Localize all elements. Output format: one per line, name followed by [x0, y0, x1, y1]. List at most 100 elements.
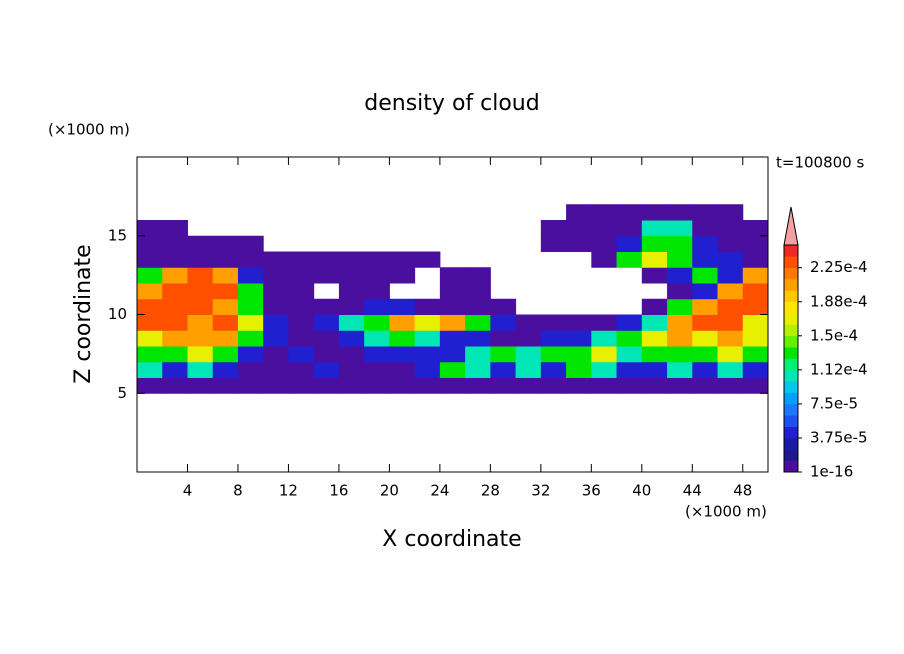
contour-cell — [465, 346, 491, 363]
x-tick-label: 36 — [582, 482, 601, 500]
contour-cell — [515, 314, 542, 331]
contour-cell — [364, 361, 390, 378]
contour-cell — [237, 235, 264, 252]
contour-cell — [212, 330, 239, 347]
contour-cell — [692, 361, 719, 378]
contour-cell — [616, 251, 643, 268]
x-tick-label: 40 — [632, 482, 651, 500]
colorbar-label: 1.88e-4 — [810, 292, 868, 310]
colorbar-label: 1.12e-4 — [810, 360, 868, 378]
colorbar-swatch — [784, 335, 798, 348]
contour-cell — [212, 298, 239, 315]
contour-cell — [263, 283, 289, 300]
colorbar-swatch — [784, 290, 798, 303]
contour-cell — [389, 267, 416, 284]
contour-cell — [490, 377, 517, 394]
contour-cell — [414, 377, 441, 394]
contour-cell — [717, 235, 744, 252]
contour-cell — [414, 346, 441, 363]
contour-cell — [742, 283, 769, 300]
contour-cell — [187, 314, 214, 331]
contour-cell — [338, 251, 365, 268]
contour-cell — [616, 314, 643, 331]
y-tick-label: 15 — [108, 226, 127, 244]
annotation: t=100800 s — [776, 154, 864, 172]
contour-cell — [591, 361, 618, 378]
contour-cell — [137, 346, 163, 363]
contour-cell — [212, 314, 239, 331]
contour-cell — [742, 298, 769, 315]
contour-cell — [237, 377, 264, 394]
contour-cell — [717, 330, 744, 347]
contour-cell — [187, 330, 214, 347]
contour-cell — [616, 235, 643, 252]
contour-cell — [641, 204, 668, 221]
contour-cell — [137, 361, 163, 378]
y-tick-label: 5 — [117, 384, 127, 402]
contour-cell — [465, 298, 491, 315]
contour-cell — [742, 330, 769, 347]
contour-cell — [162, 346, 188, 363]
contour-cell — [364, 283, 390, 300]
contour-cell — [338, 361, 365, 378]
contour-cell — [338, 377, 365, 394]
contour-cell — [439, 267, 466, 284]
contour-cell — [591, 251, 618, 268]
contour-cell — [641, 314, 668, 331]
contour-cell — [717, 251, 744, 268]
contour-cell — [717, 267, 744, 284]
colorbar-frame — [783, 244, 799, 473]
x-unit: (×1000 m) — [685, 503, 767, 521]
contour-cell — [490, 298, 517, 315]
y-unit: (×1000 m) — [48, 121, 130, 139]
colorbar-swatch — [784, 426, 798, 439]
contour-cell — [692, 267, 719, 284]
contour-cell — [439, 314, 466, 331]
contour-cell — [338, 283, 365, 300]
contour-cell — [313, 267, 340, 284]
colorbar-extend — [783, 206, 799, 246]
contour-cell — [591, 204, 618, 221]
contour-cell — [212, 361, 239, 378]
x-tick-label: 48 — [733, 482, 752, 500]
contour-cell — [742, 346, 769, 363]
contour-cell — [465, 361, 491, 378]
contour-cell — [288, 330, 315, 347]
contour-cell — [566, 204, 592, 221]
contour-cell — [591, 346, 618, 363]
x-tick-label: 20 — [380, 482, 399, 500]
colorbar-swatch — [784, 279, 798, 291]
contour-cell — [742, 377, 769, 394]
contour-cell — [641, 330, 668, 347]
contour-cell — [313, 346, 340, 363]
x-tick-label: 16 — [329, 482, 348, 500]
colorbar-swatch — [784, 415, 798, 427]
colorbar-swatch — [784, 256, 798, 268]
contour-cell — [338, 314, 365, 331]
contour-cell — [212, 251, 239, 268]
contour-cell — [288, 267, 315, 284]
contour-cell — [364, 314, 390, 331]
colorbar-swatch — [784, 347, 798, 359]
contour-cell — [237, 267, 264, 284]
contour-cell — [717, 361, 744, 378]
contour-cell — [692, 377, 719, 394]
contour-cell — [313, 361, 340, 378]
contour-cell — [540, 361, 567, 378]
contour-cell — [667, 235, 693, 252]
contour-cell — [566, 314, 592, 331]
contour-cell — [566, 330, 592, 347]
contour-cell — [162, 251, 188, 268]
contour-cell — [288, 251, 315, 268]
contour-cell — [389, 377, 416, 394]
contour-cell — [263, 267, 289, 284]
contour-cell — [616, 377, 643, 394]
contour-cell — [439, 377, 466, 394]
colorbar-swatch — [784, 392, 798, 405]
contour-cell — [162, 377, 188, 394]
contour-cell — [490, 346, 517, 363]
contour-cell — [692, 235, 719, 252]
contour-cell — [439, 346, 466, 363]
contour-cell — [742, 314, 769, 331]
contour-cell — [667, 220, 693, 237]
